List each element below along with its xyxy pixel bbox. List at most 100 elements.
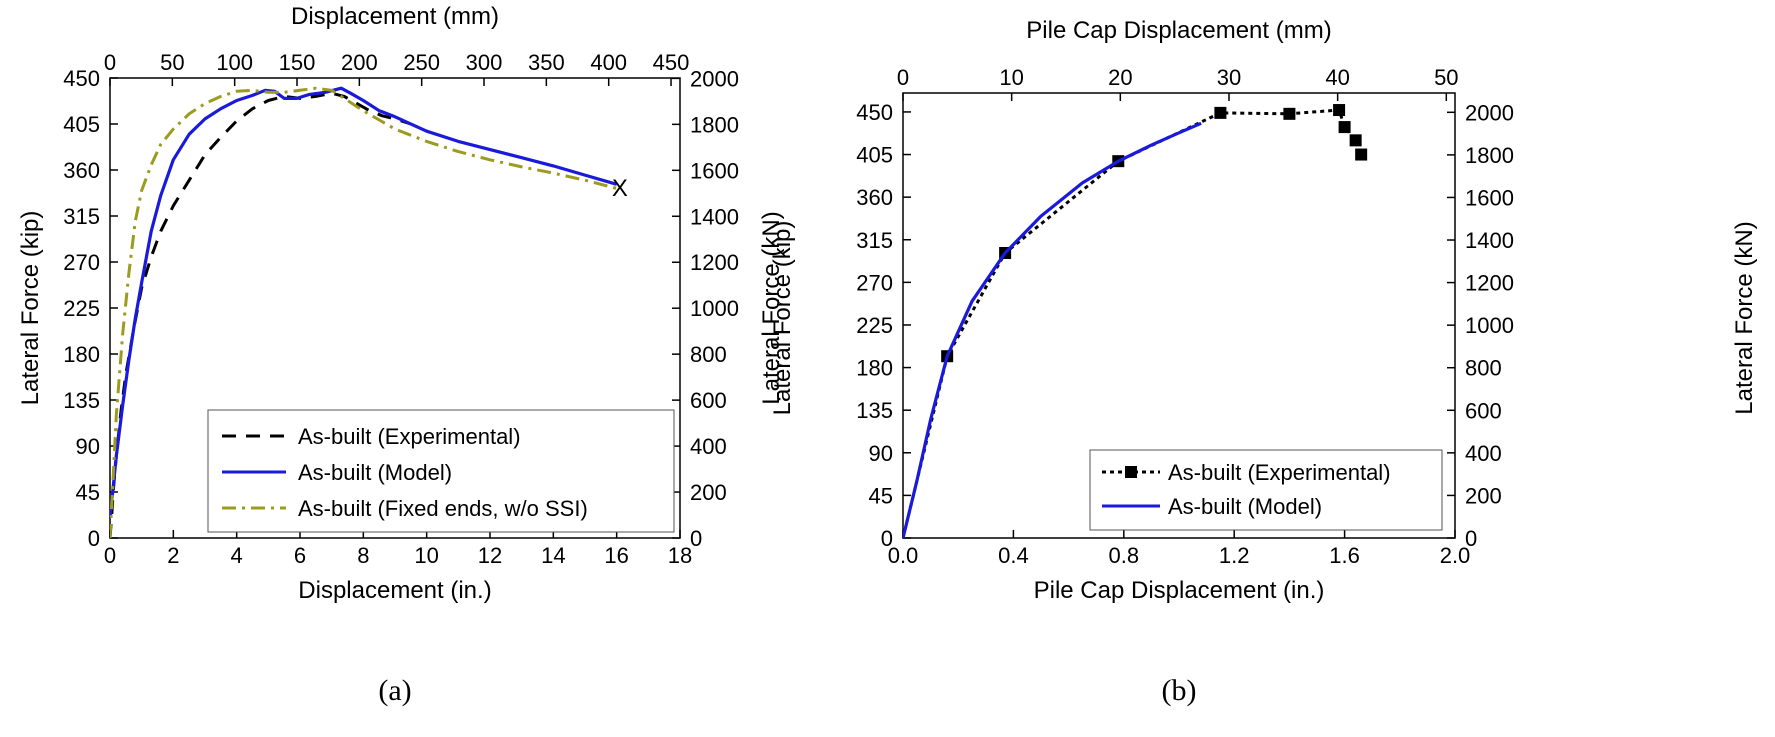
x2-tick-label: 0 xyxy=(897,65,909,90)
chart-panel-b: 0.0 0.4 0.8 1.2 1.6 2.0 0 10 20 30 40 50 045901351… xyxy=(769,17,1758,707)
y-tick-label: 180 xyxy=(63,342,100,367)
y-tick-label: 450 xyxy=(856,100,893,125)
x2-tick-label: 40 xyxy=(1325,65,1349,90)
y2-tick-label: 800 xyxy=(1465,356,1502,381)
series-group-b xyxy=(903,104,1368,538)
y-axis-label-b: Lateral Force (kip) xyxy=(769,221,796,416)
x-tick-label: 2 xyxy=(167,543,179,568)
y-tick-label: 315 xyxy=(856,228,893,253)
y2-tick-label: 1000 xyxy=(690,296,739,321)
y-tick-label: 225 xyxy=(856,313,893,338)
data-point-marker xyxy=(1349,134,1362,147)
y-tick-label: 270 xyxy=(856,270,893,295)
y2-tick-label: 2000 xyxy=(690,66,739,91)
y-axis-left-b: 0 45 90 135 180 225 270 315 360 405 450 xyxy=(856,100,911,551)
data-point-marker xyxy=(1214,106,1227,119)
y-tick-label: 225 xyxy=(63,296,100,321)
y-axis-right-a: 0 200 400 600 800 1000 1200 1400 1600 1800 2000 xyxy=(672,66,739,551)
y2-tick-label: 200 xyxy=(1465,483,1502,508)
data-point-marker xyxy=(1355,148,1368,161)
x-tick-label: 12 xyxy=(478,543,502,568)
x-tick-label: 8 xyxy=(357,543,369,568)
x-tick-label: 18 xyxy=(668,543,692,568)
y2-tick-label: 1400 xyxy=(690,204,739,229)
legend-label-fixed-a: As-built (Fixed ends, w/o SSI) xyxy=(298,496,588,521)
y-tick-label: 315 xyxy=(63,204,100,229)
y-tick-label: 270 xyxy=(63,250,100,275)
y-tick-label: 450 xyxy=(63,66,100,91)
y2-tick-label: 1200 xyxy=(690,250,739,275)
y2-tick-label: 1000 xyxy=(1465,313,1514,338)
x2-tick-label: 50 xyxy=(1434,65,1458,90)
x-tick-label: 0.0 xyxy=(888,543,919,568)
x2-tick-label: 300 xyxy=(466,50,503,75)
series-line-dashdot xyxy=(110,86,618,538)
x-axis-top-b: 0 10 20 30 40 50 xyxy=(897,65,1459,101)
x2-tick-label: 50 xyxy=(160,50,184,75)
series-line-solid xyxy=(903,121,1202,538)
y-tick-label: 360 xyxy=(856,185,893,210)
y2-tick-label: 0 xyxy=(690,526,702,551)
x-tick-label: 6 xyxy=(294,543,306,568)
y2-axis-label-a: Lateral Force (kN) xyxy=(758,211,785,404)
y-axis-left-a: 0 45 90 135 180 225 270 315 360 405 450 xyxy=(63,66,118,551)
x-tick-label: 10 xyxy=(414,543,438,568)
y2-tick-label: 1800 xyxy=(690,112,739,137)
y-tick-label: 0 xyxy=(88,526,100,551)
y-tick-label: 90 xyxy=(869,441,893,466)
legend-b: As-built (Experimental) As-built (Model) xyxy=(1089,449,1443,531)
y2-tick-label: 400 xyxy=(1465,441,1502,466)
y-tick-label: 180 xyxy=(856,356,893,381)
y-tick-label: 135 xyxy=(856,398,893,423)
y2-tick-label: 400 xyxy=(690,434,727,459)
legend-box-b xyxy=(1089,449,1443,531)
y2-axis-label-b: Lateral Force (kN) xyxy=(1731,221,1758,414)
y2-tick-label: 1600 xyxy=(690,158,739,183)
x-tick-label: 16 xyxy=(604,543,628,568)
panel-label-a: (a) xyxy=(378,674,411,707)
x-axis-bottom-b: 0.0 0.4 0.8 1.2 1.6 2.0 xyxy=(888,530,1471,568)
data-point-marker xyxy=(1283,107,1296,120)
x2-tick-label: 20 xyxy=(1108,65,1132,90)
x-tick-label: 2.0 xyxy=(1440,543,1471,568)
y2-tick-label: 600 xyxy=(1465,398,1502,423)
x2-tick-label: 0 xyxy=(104,50,116,75)
legend-label-experimental-b: As-built (Experimental) xyxy=(1168,460,1391,485)
y2-tick-label: 800 xyxy=(690,342,727,367)
x-axis-label-a: Displacement (in.) xyxy=(298,577,491,604)
x-tick-label: 1.2 xyxy=(1219,543,1250,568)
x-tick-label: 0 xyxy=(104,543,116,568)
x2-tick-label: 350 xyxy=(528,50,565,75)
y-tick-label: 0 xyxy=(881,526,893,551)
end-marker-annotation: X xyxy=(612,175,628,202)
legend-label-model-b: As-built (Model) xyxy=(1168,494,1322,519)
y-tick-label: 45 xyxy=(869,483,893,508)
y-tick-label: 45 xyxy=(76,480,100,505)
x-axis-label-b: Pile Cap Displacement (in.) xyxy=(1034,577,1325,604)
y-tick-label: 90 xyxy=(76,434,100,459)
panel-label-b: (b) xyxy=(1162,674,1197,707)
legend-label-experimental-a: As-built (Experimental) xyxy=(298,424,521,449)
x-axis-top-a: 0 50 100 150 200 250 300 350 400 450 xyxy=(104,50,689,86)
legend-label-model-a: As-built (Model) xyxy=(298,460,452,485)
x-tick-label: 0.8 xyxy=(1109,543,1140,568)
legend-a: As-built (Experimental) As-built (Model)… xyxy=(207,409,675,533)
x2-axis-label-a: Displacement (mm) xyxy=(291,3,499,30)
x2-tick-label: 400 xyxy=(590,50,627,75)
y-axis-label-a: Lateral Force (kip) xyxy=(17,211,44,406)
x-tick-label: 14 xyxy=(541,543,565,568)
data-point-marker xyxy=(1333,104,1346,117)
x-tick-label: 1.6 xyxy=(1329,543,1360,568)
data-point-marker xyxy=(1338,121,1351,134)
y2-tick-label: 1400 xyxy=(1465,228,1514,253)
y-tick-label: 405 xyxy=(63,112,100,137)
y2-tick-label: 600 xyxy=(690,388,727,413)
legend-marker-experimental-b xyxy=(1125,466,1137,478)
x2-tick-label: 30 xyxy=(1217,65,1241,90)
y2-tick-label: 1800 xyxy=(1465,143,1514,168)
y2-tick-label: 2000 xyxy=(1465,100,1514,125)
series-group-a xyxy=(110,86,618,538)
x2-tick-label: 200 xyxy=(341,50,378,75)
y-tick-label: 135 xyxy=(63,388,100,413)
